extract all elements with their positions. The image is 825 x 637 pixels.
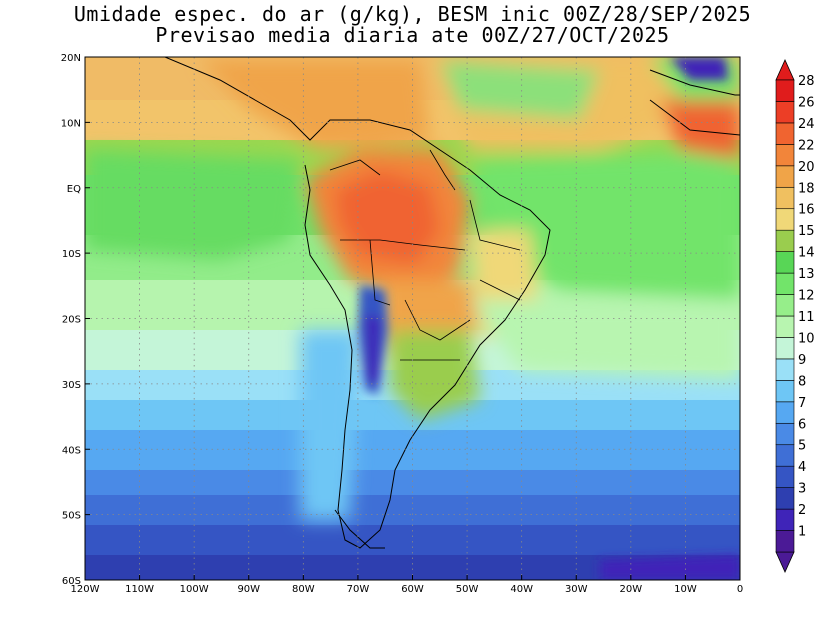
coastlines [164,57,740,549]
lon-tick-label: 0 [737,584,743,595]
colorbar-swatch [775,487,795,510]
latitude-axis: 20N 10N EQ 10S 20S 30S 40S 50S 60S [61,53,90,587]
lon-tick-label: 70W [347,584,370,595]
colorbar-swatch [775,380,795,403]
lat-tick-label: 40S [62,445,81,456]
colorbar-swatch [775,444,795,467]
lon-tick-label: 60W [401,584,424,595]
colorbar-swatch [775,337,795,360]
colorbar-swatch [775,186,795,210]
borders [329,149,521,361]
colorbar-swatch [775,101,795,124]
colorbar-swatch [775,465,795,488]
colorbar-label: 7 [798,396,806,411]
colorbar-extend-min [775,551,795,573]
lat-tick-label: 10N [61,118,81,129]
colorbar-label: 10 [798,331,815,346]
colorbar-label: 11 [798,310,815,325]
lon-tick-label: 90W [237,584,260,595]
lon-tick-label: 110W [125,584,154,595]
lon-tick-label: 40W [510,584,533,595]
lat-tick-label: EQ [67,184,81,195]
colorbar-swatch [775,530,795,553]
colorbar-label: 2 [798,503,806,518]
colorbar-label: 24 [798,117,815,132]
lat-tick-label: 20S [62,315,81,326]
colorbar-label: 12 [798,289,815,304]
colorbar-label: 22 [798,138,815,153]
colorbar-swatch [775,315,795,338]
colorbar-label: 18 [798,181,815,196]
longitude-axis: 120W 110W 100W 90W 80W 70W 60W 50W 40W 30W 20W 10W 0 [71,575,743,595]
lat-tick-label: 30S [62,380,81,391]
colorbar-label: 14 [798,246,815,261]
colorbar-label: 9 [798,353,806,368]
colorbar-extend-max [775,59,795,81]
lon-tick-label: 50W [456,584,479,595]
colorbar-swatch [775,229,795,252]
colorbar-label: 13 [798,267,815,282]
colorbar-swatch [775,122,795,145]
colorbar-swatch [775,272,795,295]
colorbar-swatch [775,251,795,274]
map-title-line1: Umidade espec. do ar (g/kg), BESM inic 0… [73,2,752,26]
colorbar-swatch [775,208,795,231]
colorbar-label: 4 [798,460,806,475]
lat-tick-label: 50S [62,511,81,522]
colorbar-label: 20 [798,160,815,175]
colorbar-swatch [775,358,795,381]
colorbar-label: 15 [798,224,815,239]
colorbar-swatch [775,422,795,446]
colorbar-label: 3 [798,482,806,497]
colorbar-label: 1 [798,525,806,540]
colorbar-label: 16 [798,203,815,218]
colorbar-swatch [775,508,795,531]
colorbar-swatch [775,401,795,424]
colorbar-swatch [775,79,795,102]
lat-tick-label: 20N [61,53,81,64]
colorbar-swatch [775,165,795,188]
lon-tick-label: 80W [292,584,315,595]
colorbar-label: 5 [798,439,806,454]
lon-tick-label: 120W [71,584,100,595]
lat-tick-label: 10S [62,249,81,260]
colorbar-label: 26 [798,95,815,110]
colorbar-label: 28 [798,74,815,89]
lon-tick-label: 100W [180,584,209,595]
colorbar-label: 8 [798,374,806,389]
colorbar-swatch [775,294,795,317]
lon-tick-label: 20W [620,584,643,595]
colorbar-label: 6 [798,417,806,432]
lon-tick-label: 10W [674,584,697,595]
map-title-line2: Previsao media diaria ate 00Z/27/OCT/202… [155,23,670,47]
colorbar-swatch [775,144,795,167]
lat-tick-label: 60S [62,576,81,587]
lon-tick-label: 30W [565,584,588,595]
graticule [85,57,740,580]
